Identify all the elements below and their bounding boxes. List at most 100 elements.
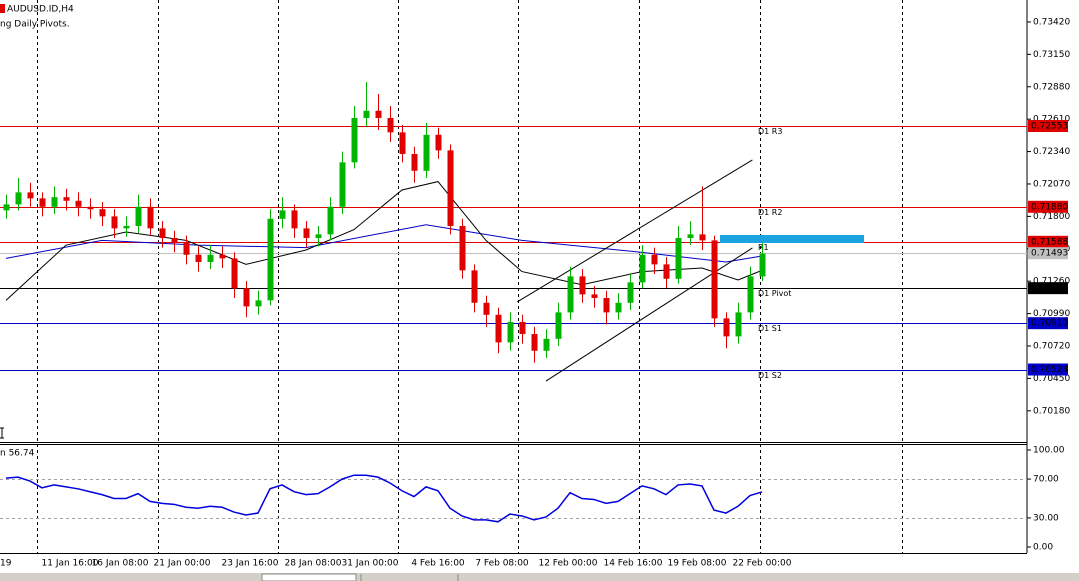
candle-body: [543, 338, 550, 351]
tab-bar[interactable]: [0, 573, 1079, 581]
price-label: 0.72553: [1031, 122, 1068, 132]
candle-body: [555, 312, 562, 339]
candle-body: [747, 276, 754, 313]
candle-body: [87, 206, 94, 210]
y-tick-label: 0.72880: [1033, 82, 1070, 92]
candle-body: [411, 153, 418, 171]
candle-body: [603, 297, 610, 313]
x-tick-label: 14 Feb 16:00: [603, 559, 662, 569]
marker: [0, 427, 4, 439]
time-grid: [37, 0, 903, 553]
candle-body: [243, 288, 250, 307]
rsi-label: n 56.74: [0, 449, 35, 459]
candle-body: [303, 228, 310, 238]
candle-body: [375, 110, 382, 118]
y-tick-label: 0.72610: [1033, 115, 1070, 125]
symbol-icon: [0, 4, 5, 13]
y-tick-label: 0.72070: [1033, 179, 1070, 189]
pivot-name: D1 R2: [758, 208, 782, 217]
candle-body: [567, 276, 574, 313]
candle-body: [147, 206, 154, 229]
price-label-box: [1028, 282, 1068, 295]
candle-body: [135, 206, 142, 226]
pivot-name: D1 R3: [758, 127, 782, 136]
price-label: 0.70910: [1031, 319, 1068, 329]
candle-body: [459, 225, 466, 271]
candle-body: [123, 225, 130, 229]
candle-body: [267, 218, 274, 301]
price-label-box: [1028, 317, 1068, 330]
candle-body: [339, 162, 346, 207]
candle-body: [315, 234, 322, 238]
candle-body: [159, 228, 166, 238]
candle-body: [183, 242, 190, 255]
x-tick-label: 19: [0, 559, 12, 569]
rsi-tick-label: 100.00: [1033, 446, 1065, 456]
y-tick-label: 0.73150: [1033, 50, 1070, 60]
y-tick-label: 0.71800: [1033, 212, 1070, 222]
candle-body: [615, 302, 622, 313]
active-tab[interactable]: [261, 573, 357, 581]
pivot-name: R1: [758, 243, 769, 252]
rsi-tick-label: 30.00: [1033, 513, 1059, 523]
candle-body: [699, 234, 706, 241]
candle-body: [231, 258, 238, 289]
candle-body: [279, 210, 286, 219]
candle-body: [711, 240, 718, 319]
bid-label: 0.71493: [1031, 249, 1068, 259]
trendline: [545, 247, 753, 382]
price-label-box: [1028, 235, 1068, 248]
price-label: 0.71202: [1031, 284, 1068, 294]
candle-body: [219, 254, 226, 259]
pivot-name: D1 S1: [758, 324, 782, 333]
moving-average: [5, 181, 763, 301]
candle-body: [579, 276, 586, 295]
candle-body: [255, 300, 262, 307]
price-label: 0.70524: [1031, 365, 1068, 375]
candle-body: [759, 253, 766, 277]
x-tick-label: 23 Jan 16:00: [222, 559, 279, 569]
price-label-box: [1028, 120, 1068, 133]
pivot-name: D1 S2: [758, 371, 782, 380]
y-tick-label: 0.71260: [1033, 277, 1070, 287]
x-tick-label: 28 Jan 08:00: [285, 559, 342, 569]
candle-body: [531, 333, 538, 351]
candle-body: [171, 237, 178, 243]
rsi-line: [5, 474, 763, 523]
x-tick-label: 11 Jan 16:00: [42, 559, 99, 569]
candle-body: [3, 204, 10, 211]
candle-body: [735, 312, 742, 337]
price-label: 0.71588: [1031, 237, 1068, 247]
y-tick-label: 0.70450: [1033, 374, 1070, 384]
candle-body: [75, 200, 82, 207]
candle-body: [63, 197, 70, 201]
candle-body: [447, 150, 454, 226]
candle-body: [27, 192, 34, 199]
trendline: [516, 159, 753, 303]
candle-body: [51, 197, 58, 207]
candle-body: [663, 264, 670, 279]
candle-body: [291, 210, 298, 229]
x-tick-label: 31 Jan 00:00: [342, 559, 399, 569]
x-tick-label: 7 Feb 08:00: [475, 559, 529, 569]
indicator-name: ng Daily Pivots.: [0, 20, 70, 30]
rsi-tick-label: 0.00: [1033, 543, 1053, 553]
candle-body: [519, 321, 526, 334]
price-label-box: [1028, 200, 1068, 213]
price-label-box: [1028, 363, 1068, 376]
pivot-name: D1 Pivot: [758, 289, 791, 298]
candle-body: [207, 254, 214, 262]
candle-body: [675, 237, 682, 279]
bid-label-box: [1028, 247, 1068, 260]
chart-title: AUDUSD.ID,H4: [7, 5, 74, 15]
rsi-tick-label: 70.00: [1033, 475, 1059, 485]
candle-body: [99, 209, 106, 217]
candle-body: [39, 198, 46, 207]
x-tick-label: 22 Feb 00:00: [732, 559, 791, 569]
y-tick-label: 0.70990: [1033, 309, 1070, 319]
candle-body: [495, 314, 502, 343]
candle-body: [351, 117, 358, 163]
y-tick-label: 0.72340: [1033, 147, 1070, 157]
